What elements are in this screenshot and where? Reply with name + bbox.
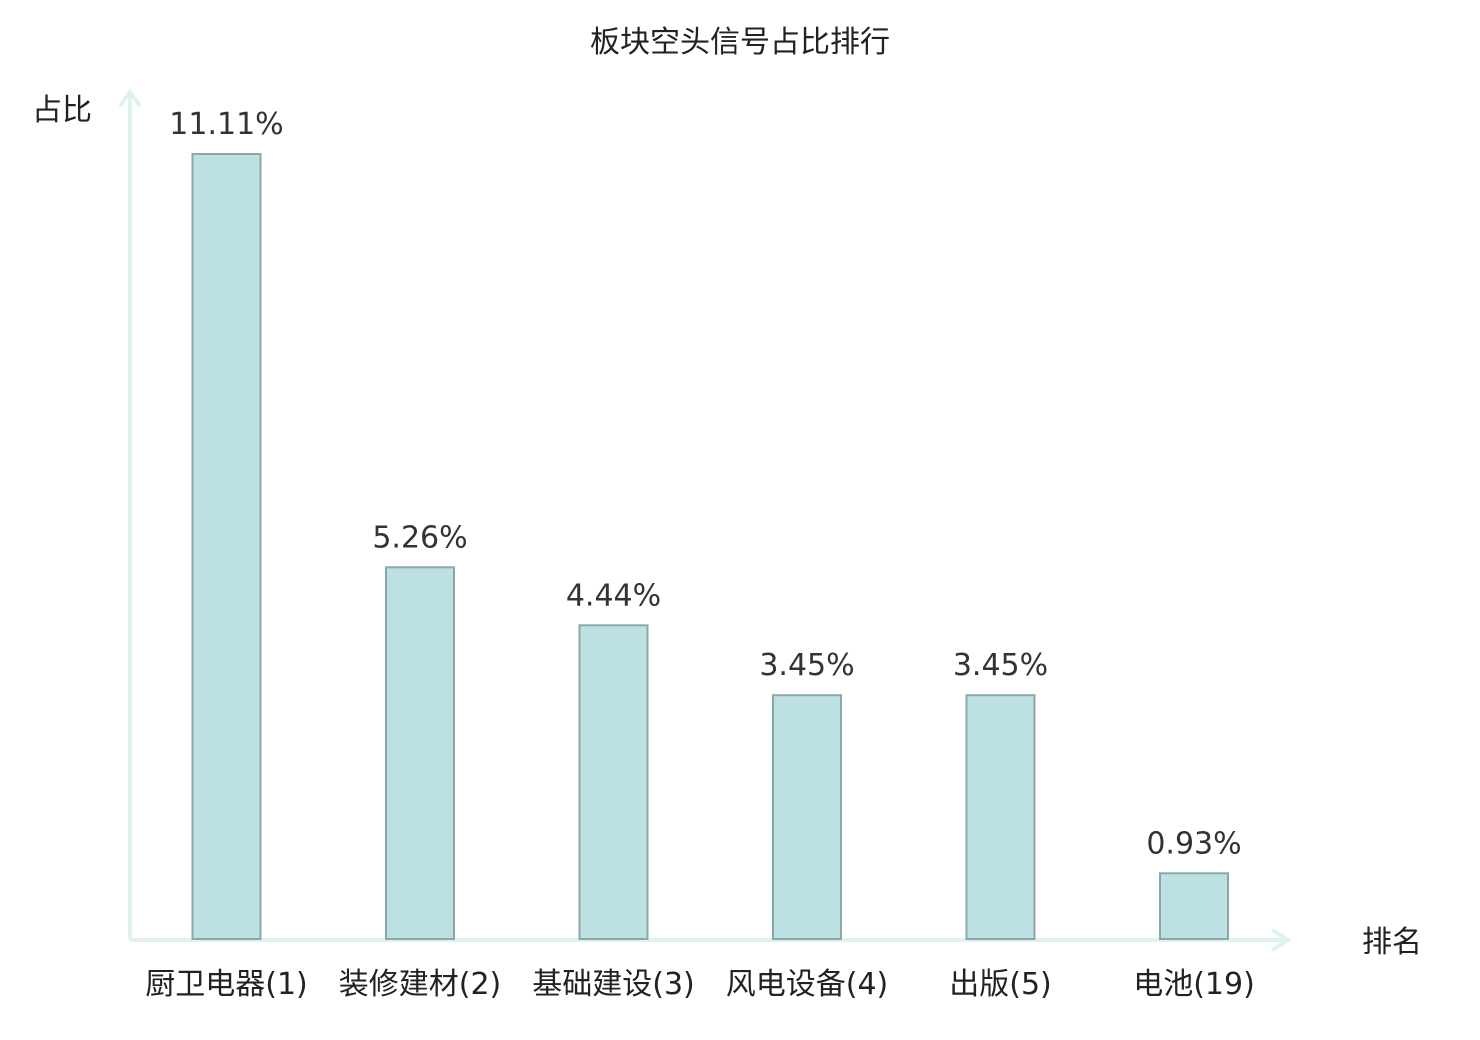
bar bbox=[772, 694, 842, 941]
category-label: 厨卫电器(1) bbox=[145, 967, 308, 1002]
category-label: 风电设备(4) bbox=[726, 967, 889, 1002]
chart-title: 板块空头信号占比排行 bbox=[590, 25, 890, 60]
value-label: 3.45% bbox=[759, 648, 854, 683]
value-label: 0.93% bbox=[1146, 826, 1241, 861]
value-label: 3.45% bbox=[953, 648, 1048, 683]
bar bbox=[578, 624, 649, 940]
value-label: 11.11% bbox=[169, 107, 283, 142]
category-label: 基础建设(3) bbox=[532, 967, 695, 1002]
x-axis-arrow-icon bbox=[1270, 928, 1292, 952]
value-label: 4.44% bbox=[566, 578, 661, 613]
value-label: 5.26% bbox=[372, 520, 467, 555]
y-axis bbox=[118, 88, 142, 940]
x-axis-label: 排名 bbox=[1362, 925, 1422, 960]
category-label: 装修建材(2) bbox=[339, 967, 502, 1002]
x-axis bbox=[130, 928, 1292, 952]
bar bbox=[385, 566, 455, 940]
bar bbox=[1159, 872, 1229, 940]
bars-group bbox=[191, 153, 1229, 941]
category-labels-group: 厨卫电器(1) 装修建材(2) 基础建设(3) 风电设备(4) 出版(5) 电池(19) bbox=[145, 967, 1255, 1002]
y-axis-arrow-icon bbox=[118, 88, 142, 108]
bar bbox=[191, 153, 262, 940]
category-label: 出版(5) bbox=[949, 967, 1052, 1002]
y-axis-label: 占比 bbox=[32, 93, 92, 128]
bar bbox=[965, 694, 1036, 941]
value-labels-group: 11.11% 5.26% 4.44% 3.45% 3.45% 0.93% bbox=[169, 107, 1241, 861]
category-label: 电池(19) bbox=[1133, 967, 1255, 1002]
